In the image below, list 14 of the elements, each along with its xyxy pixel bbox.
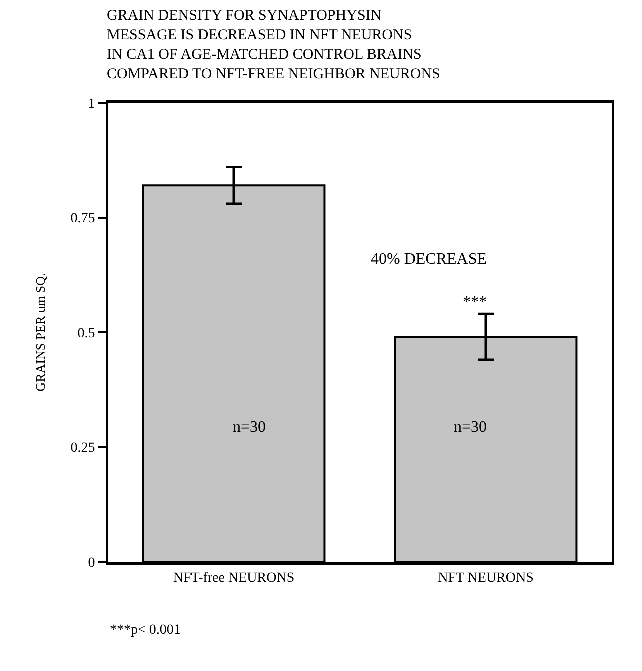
y-tick-label: 0: [88, 556, 96, 571]
y-tick-label: 1: [88, 96, 96, 112]
text: ***p< 0.001: [110, 623, 181, 638]
y-tick-label: 0.5: [78, 326, 96, 342]
y-axis-title: GRAINS PER um SQ.: [33, 273, 48, 392]
y-tick-label: 0.25: [70, 441, 96, 456]
annotation: n=30: [454, 419, 488, 436]
annotation: ***: [463, 294, 487, 311]
x-tick-label: NFT-free NEURONS: [173, 570, 295, 586]
chart-title: GRAIN DENSITY FOR SYNAPTOPHYSIN MESSAGE IS DECREASED IN NFT NEURONS IN CA1 OF AGE-MATCHED CONTROL BRAINS COMPARED TO NFT-FREE NEIGHBOR NEURONS: [107, 8, 440, 82]
annotation: n=30: [233, 419, 266, 436]
annotation: 40% DECREASE: [371, 251, 487, 268]
y-tick-label: 0.75: [70, 212, 96, 227]
x-tick-label: NFT NEURONS: [438, 570, 534, 586]
